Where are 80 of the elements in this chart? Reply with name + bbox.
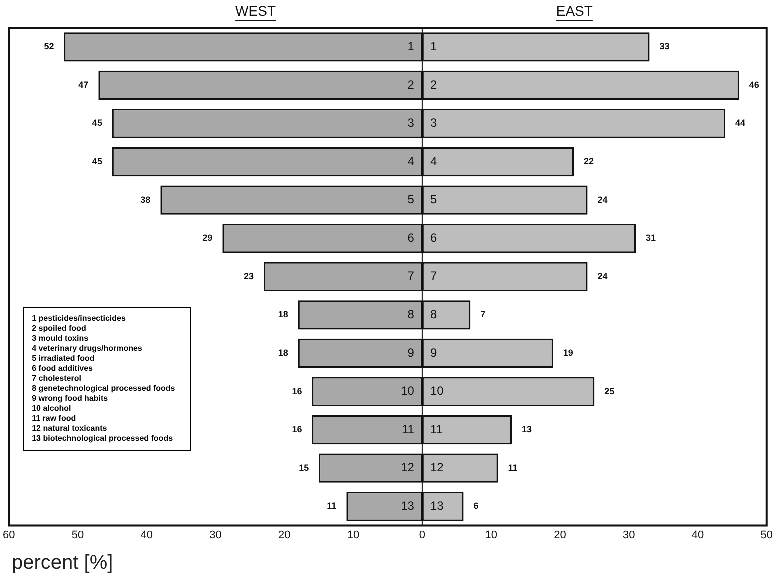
data-label: 24	[598, 271, 608, 282]
data-label: 38	[140, 194, 151, 205]
y-tick-label: 11	[402, 422, 415, 436]
y-tick-label: 6	[408, 230, 415, 245]
annotation: 10 alcohol	[32, 404, 72, 414]
annotation: 7 cholesterol	[32, 374, 82, 384]
category-label: 5	[430, 192, 438, 207]
data-label: 13	[522, 424, 532, 435]
annotation: 1 pesticides/insecticides	[32, 314, 127, 324]
data-label: 46	[749, 80, 760, 90]
annotation: 4 veterinary drugs/hormones	[32, 344, 144, 354]
data-label: 11	[508, 462, 518, 473]
category-label: 2	[430, 78, 438, 92]
category-label: 1	[430, 39, 438, 54]
data-label: 18	[278, 310, 288, 320]
y-tick-label: 3	[408, 116, 415, 130]
series-label: WEST	[236, 2, 276, 19]
x-axis-title: percent [%]	[12, 552, 114, 575]
data-label: 22	[584, 156, 594, 167]
category-label: 10	[430, 384, 444, 398]
data-label: 24	[598, 194, 608, 205]
data-label: 45	[92, 118, 102, 128]
annotation: 9 wrong food habits	[32, 394, 110, 404]
y-tick-label: 2	[408, 78, 415, 92]
y-tick-label: 8	[408, 308, 415, 322]
data-label: 15	[299, 462, 310, 473]
y-tick-label: 4	[408, 154, 415, 168]
annotation: 12 natural toxicants	[32, 424, 108, 434]
annotation: 8 genetechnological processed foods	[32, 384, 176, 394]
data-label: 16	[292, 386, 302, 396]
data-label: 45	[92, 156, 102, 167]
y-tick-label: 12	[401, 460, 415, 475]
category-label: 8	[430, 308, 438, 322]
y-tick-label: 1	[408, 39, 415, 54]
x-tick-label: 60	[2, 529, 16, 542]
annotation: 3 mould toxins	[32, 334, 90, 344]
x-tick-label: 20	[554, 529, 566, 542]
y-tick-label: 5	[408, 192, 415, 207]
y-tick-label: 10	[401, 384, 415, 398]
x-tick-label: 40	[140, 529, 154, 542]
annotation: 6 food additives	[32, 364, 94, 374]
data-label: 44	[736, 118, 746, 128]
data-label: 31	[646, 233, 656, 244]
x-tick-label: 30	[210, 529, 222, 542]
x-tick-label: 10	[485, 529, 498, 542]
category-label: 3	[430, 116, 438, 130]
category-label: 12	[430, 460, 444, 475]
annotation: 5 irradiated food	[32, 354, 96, 364]
data-label: 23	[244, 271, 254, 282]
x-tick-label: 10	[347, 529, 360, 542]
data-label: 6	[474, 501, 479, 512]
data-label: 11	[327, 501, 337, 512]
x-tick-label: 50	[72, 529, 84, 542]
annotation: 13 biotechnological processed foods	[32, 434, 174, 444]
annotation: 11 raw food	[32, 414, 78, 424]
x-tick-label: 30	[622, 529, 636, 542]
category-label: 9	[430, 346, 438, 360]
category-label: 4	[430, 154, 438, 168]
data-label: 19	[563, 348, 574, 358]
y-tick-label: 7	[408, 269, 415, 284]
category-label: 6	[430, 230, 438, 245]
data-label: 33	[660, 42, 670, 52]
category-label: 13	[430, 498, 444, 513]
category-label: 7	[430, 269, 438, 284]
data-label: 16	[292, 424, 302, 435]
x-tick-label: 20	[278, 529, 291, 542]
data-label: 29	[202, 233, 213, 244]
data-label: 18	[278, 348, 288, 358]
y-tick-label: 9	[408, 346, 415, 360]
x-tick-label: 50	[760, 529, 774, 542]
category-label: 11	[430, 422, 443, 436]
data-label: 7	[480, 310, 486, 320]
data-label: 47	[78, 80, 89, 90]
x-tick-label: 40	[692, 529, 704, 542]
y-tick-label: 13	[401, 498, 415, 513]
series-label: EAST	[556, 2, 594, 19]
data-label: 25	[604, 386, 615, 396]
data-label: 52	[44, 42, 54, 52]
x-tick-label: 0	[419, 529, 426, 542]
annotation: 2 spoiled food	[32, 324, 88, 334]
